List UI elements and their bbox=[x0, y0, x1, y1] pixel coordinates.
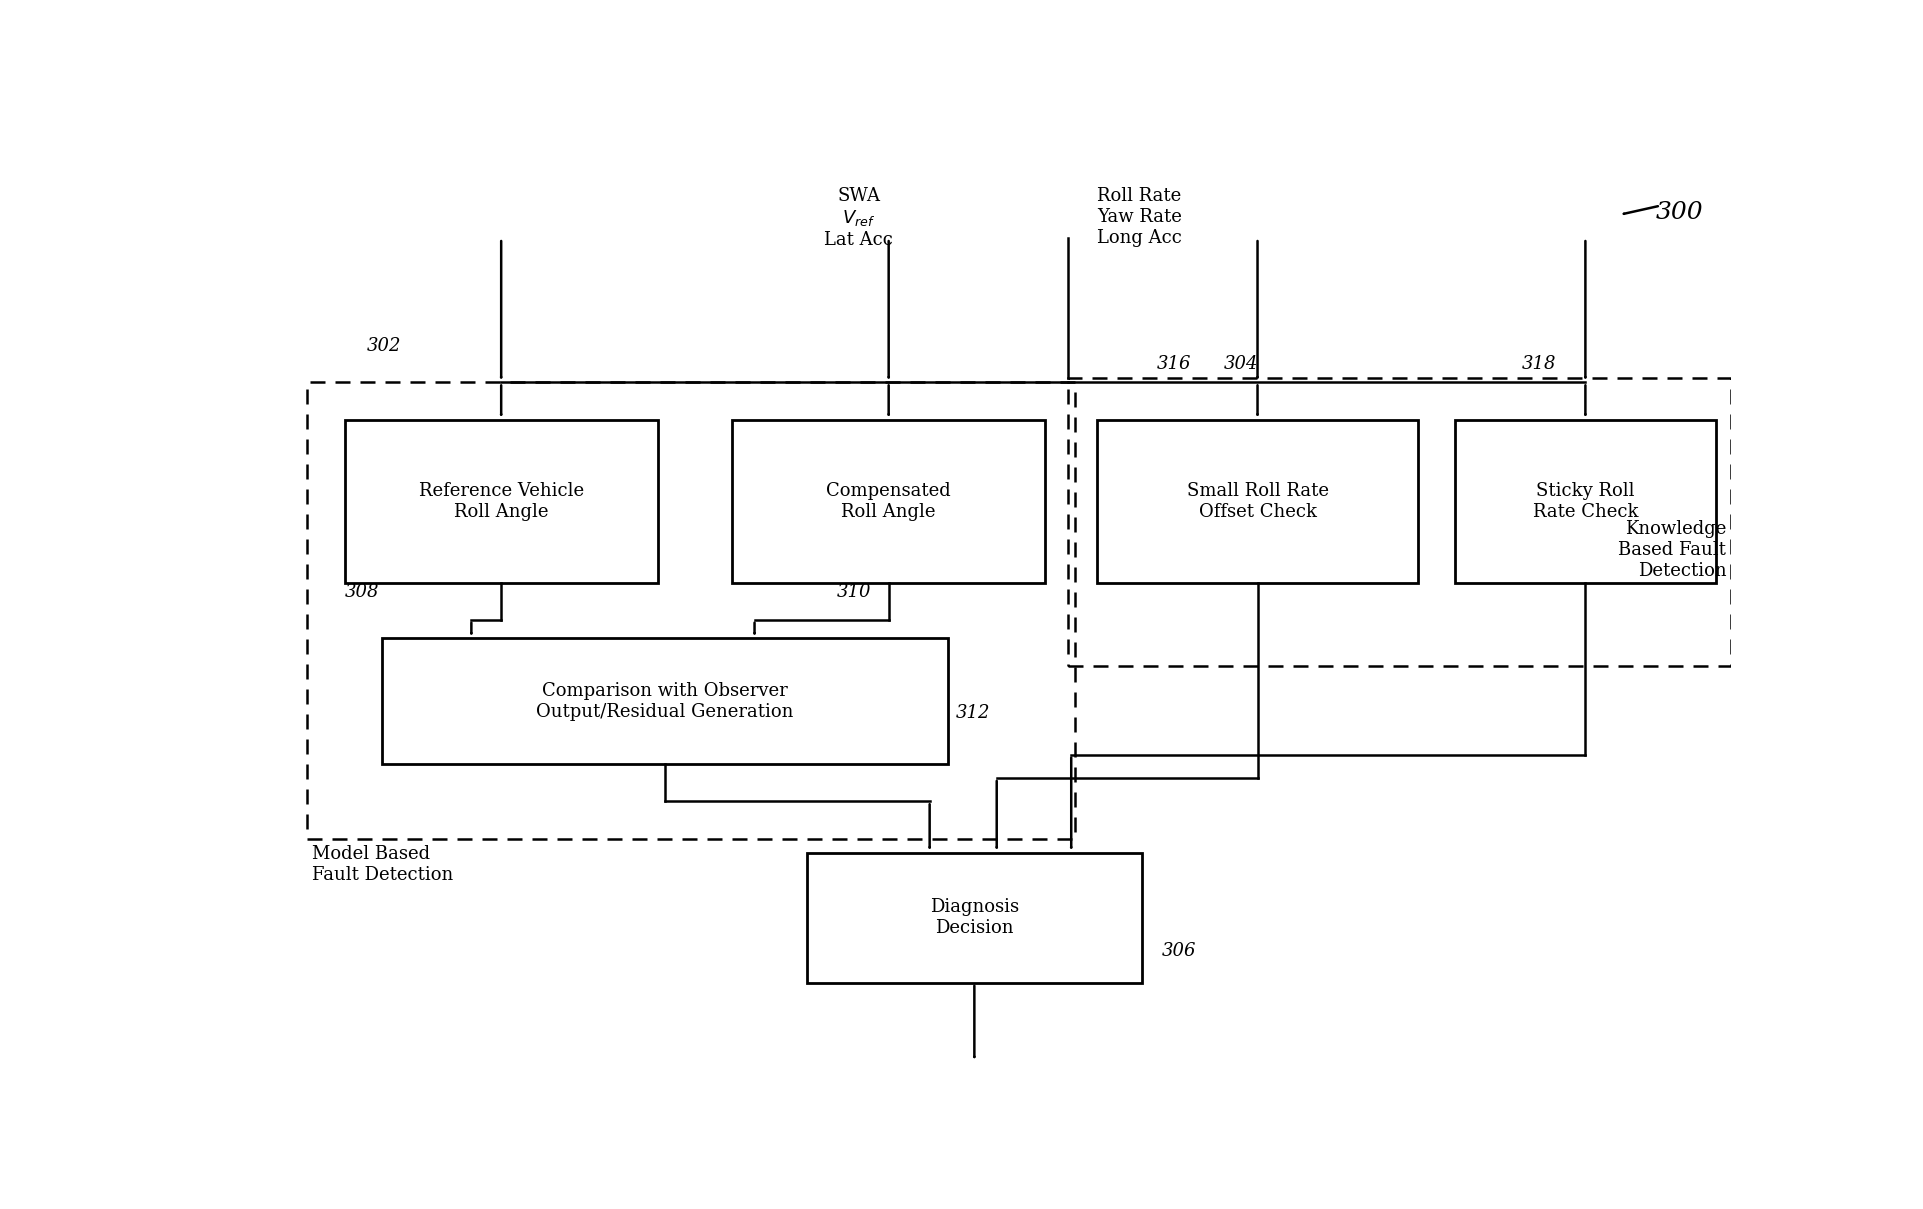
Text: 310: 310 bbox=[837, 583, 871, 601]
Text: Comparison with Observer
Output/Residual Generation: Comparison with Observer Output/Residual… bbox=[537, 682, 794, 721]
Text: Compensated
Roll Angle: Compensated Roll Angle bbox=[827, 481, 952, 521]
Bar bbox=[1456, 420, 1715, 583]
Text: Sticky Roll
Rate Check: Sticky Roll Rate Check bbox=[1533, 481, 1638, 521]
Bar bbox=[1067, 377, 1731, 666]
Text: Small Roll Rate
Offset Check: Small Roll Rate Offset Check bbox=[1186, 481, 1329, 521]
Text: 300: 300 bbox=[1656, 201, 1704, 224]
Text: 306: 306 bbox=[1161, 942, 1196, 960]
Text: Roll Rate
Yaw Rate
Long Acc: Roll Rate Yaw Rate Long Acc bbox=[1098, 187, 1183, 247]
Text: Knowledge
Based Fault
Detection: Knowledge Based Fault Detection bbox=[1619, 520, 1727, 580]
Bar bbox=[308, 382, 1075, 839]
Text: 312: 312 bbox=[956, 705, 990, 722]
Text: Model Based
Fault Detection: Model Based Fault Detection bbox=[312, 845, 454, 884]
Bar bbox=[808, 852, 1142, 983]
Bar bbox=[733, 420, 1046, 583]
Text: 302: 302 bbox=[367, 336, 402, 354]
Text: Diagnosis
Decision: Diagnosis Decision bbox=[931, 898, 1019, 937]
Text: 304: 304 bbox=[1225, 355, 1258, 374]
Bar bbox=[383, 638, 948, 764]
Text: 318: 318 bbox=[1523, 355, 1556, 374]
Text: SWA
$V_{ref}$
Lat Acc: SWA $V_{ref}$ Lat Acc bbox=[825, 187, 894, 249]
Bar bbox=[1098, 420, 1417, 583]
Bar bbox=[344, 420, 658, 583]
Text: 316: 316 bbox=[1158, 355, 1192, 374]
Text: 308: 308 bbox=[344, 583, 379, 601]
Text: Reference Vehicle
Roll Angle: Reference Vehicle Roll Angle bbox=[419, 481, 585, 521]
